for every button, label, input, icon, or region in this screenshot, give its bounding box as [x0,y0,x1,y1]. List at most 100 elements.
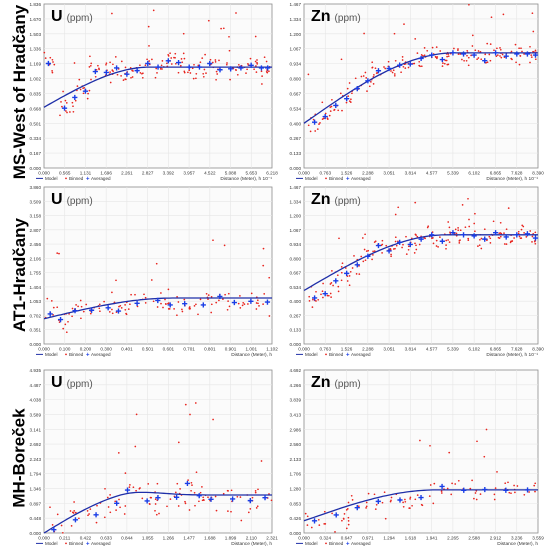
averaged-point [184,480,191,487]
y-tick-label: 1.067 [290,47,302,52]
binned-point [371,66,374,69]
binned-point [407,245,410,248]
binned-point [152,9,155,12]
binned-point [345,527,348,530]
binned-point [170,63,173,65]
binned-point [525,236,528,238]
binned-point [453,47,455,50]
binned-point [167,308,170,310]
binned-point [64,323,67,326]
binned-point [463,59,465,62]
y-tick-label: 1.346 [30,487,42,492]
binned-point [534,242,537,245]
binned-point [71,307,74,310]
binned-point [89,55,91,58]
binned-point [195,77,197,80]
binned-point [169,52,171,55]
binned-point [203,499,205,502]
binned-point [523,493,526,496]
legend-averaged-swatch: + [346,177,350,183]
binned-point [187,71,189,74]
binned-point [222,298,224,300]
binned-point [229,78,231,81]
averaged-point [124,71,130,77]
y-tick-label: 0.667 [290,91,302,96]
averaged-point [493,50,499,56]
binned-point [365,77,368,79]
binned-point [470,54,472,57]
y-tick-label: 0.668 [30,106,42,111]
binned-point [256,505,259,508]
binned-point [309,130,312,133]
binned-point [115,279,117,282]
binned-point [337,285,340,288]
binned-point [106,496,109,499]
averaged-point [105,305,111,311]
binned-point [355,273,358,275]
binned-point [327,294,330,297]
binned-point [198,500,200,503]
binned-point [182,32,185,35]
averaged-point [196,64,203,70]
x-tick-label: 0.000 [298,171,310,176]
binned-point [149,496,152,499]
binned-point [347,516,350,519]
y-tick-label: 0.501 [30,121,42,126]
binned-point [98,307,101,310]
binned-point [371,258,373,261]
binned-point [480,58,483,61]
binned-point [156,306,159,308]
panel-title: U (ppm) [51,8,93,25]
binned-point [236,495,239,498]
binned-point [230,510,232,513]
averaged-point [186,64,192,70]
binned-point [318,123,320,125]
binned-point [498,237,501,239]
binned-point [193,491,196,494]
binned-point [496,54,499,56]
y-tick-label: 2.106 [30,256,42,261]
binned-point [390,499,392,502]
x-tick-label: 1.899 [225,536,237,541]
binned-point [505,243,508,245]
binned-point [474,212,476,215]
y-tick-label: 4.487 [30,383,42,388]
binned-point [350,494,353,497]
binned-point [394,59,397,62]
binned-point [467,237,470,240]
binned-point [429,484,432,486]
binned-point [73,501,75,503]
binned-point [166,62,168,65]
binned-point [384,517,387,520]
binned-point [350,98,352,101]
binned-point [65,331,68,334]
binned-point [505,228,508,231]
x-tick-label: 6.218 [266,171,278,176]
binned-point [387,60,390,63]
binned-point [155,513,158,516]
y-tick-label: 1.467 [290,185,302,190]
binned-point [139,64,141,67]
y-tick-label: 0.448 [30,516,42,521]
legend-binned-label: Binned [69,176,84,181]
averaged-point [103,69,109,76]
binned-point [136,305,139,308]
binned-point [534,58,537,61]
binned-point [105,62,108,65]
binned-point [307,73,310,76]
y-tick-label: 1.404 [30,285,42,290]
binned-point [43,51,46,54]
binned-point [246,68,248,71]
binned-point [79,88,82,91]
binned-point [308,295,311,298]
x-tick-label: 0.000 [298,347,310,352]
binned-point [489,242,492,244]
binned-point [154,509,156,512]
binned-point [183,71,186,74]
binned-point [257,302,259,305]
binned-point [107,506,110,508]
binned-point [365,501,368,504]
binned-point [518,63,521,66]
x-axis-label: Distance (Meter), h 10⁻¹ [486,176,538,182]
legend-model-label: Model [305,541,318,546]
